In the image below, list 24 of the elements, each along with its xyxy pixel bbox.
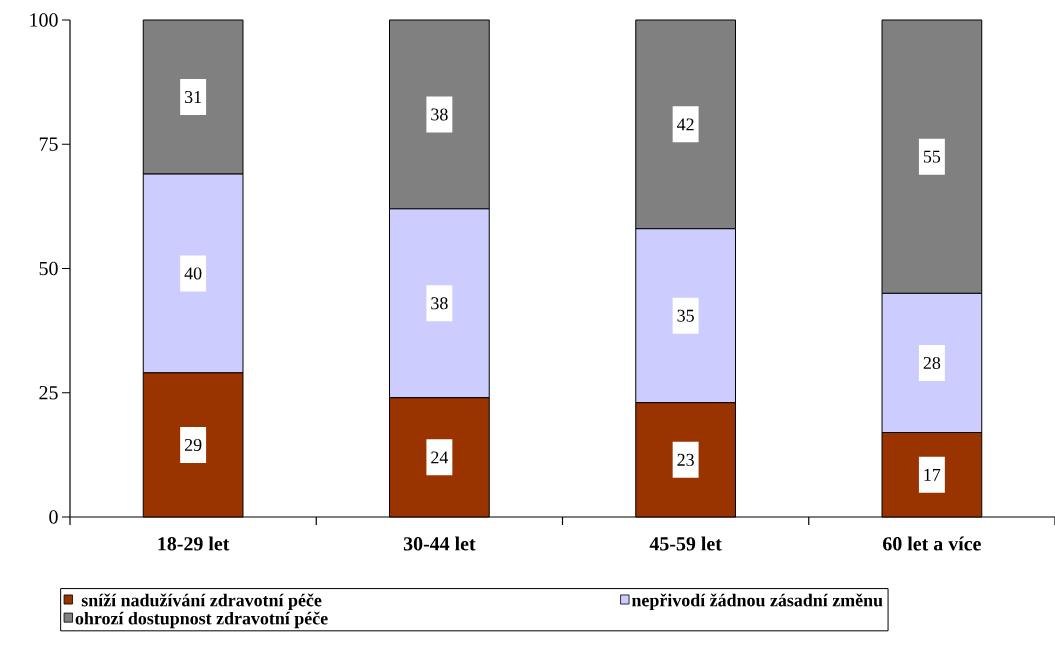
legend-label: ohrozí dostupnost zdravotní péče bbox=[75, 611, 328, 629]
legend-label: nepřivodí žádnou zásadní změnu bbox=[631, 593, 883, 611]
x-tick-label: 45-59 let bbox=[649, 536, 722, 551]
legend-label: sníží nadužívání zdravotní péče bbox=[81, 593, 322, 611]
x-tick-label: 30-44 let bbox=[403, 536, 476, 551]
data-label: 35 bbox=[677, 309, 694, 322]
y-tick-label: 25 bbox=[39, 386, 58, 400]
data-label: 17 bbox=[924, 468, 941, 481]
data-label: 42 bbox=[677, 118, 694, 131]
x-tick-label: 60 let a více bbox=[883, 536, 981, 551]
data-label: 29 bbox=[184, 438, 202, 451]
data-label: 31 bbox=[185, 91, 202, 104]
y-tick-label: 0 bbox=[49, 510, 58, 524]
data-label: 55 bbox=[923, 150, 941, 163]
data-label: 24 bbox=[431, 451, 449, 464]
y-tick-label: 100 bbox=[30, 13, 58, 27]
data-label: 28 bbox=[923, 356, 941, 369]
data-label: 40 bbox=[184, 267, 202, 280]
y-tick-label: 50 bbox=[39, 261, 58, 276]
data-label: 38 bbox=[431, 297, 448, 310]
x-tick-label: 18-29 let bbox=[158, 536, 230, 551]
y-tick-label: 75 bbox=[39, 137, 58, 151]
data-label: 23 bbox=[677, 453, 694, 466]
data-label: 38 bbox=[431, 108, 448, 121]
